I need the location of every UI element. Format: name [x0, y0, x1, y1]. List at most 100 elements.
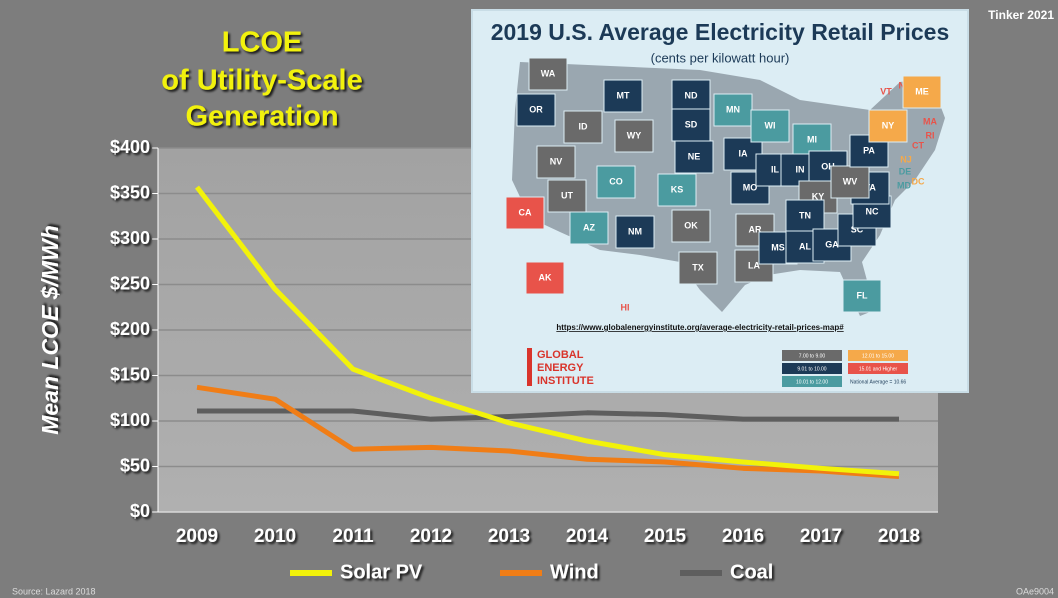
state-label: CA [519, 207, 532, 217]
y-tick-label: $400 [110, 137, 150, 157]
x-tick-label: 2009 [176, 526, 218, 547]
state-label: FL [857, 290, 868, 300]
logo-text: GLOBAL [537, 349, 584, 361]
state-label: AZ [583, 222, 595, 232]
legend-swatch [782, 376, 842, 387]
state-label: IL [771, 164, 780, 174]
legend-swatch [848, 363, 908, 374]
state-label: NC [866, 206, 879, 216]
state-label: DE [899, 166, 912, 176]
state-label: WI [765, 120, 776, 130]
state-label: TX [692, 262, 704, 272]
state-label: ND [685, 90, 698, 100]
state [750, 109, 790, 143]
legend-label: 15.01 and Higher [859, 366, 898, 372]
state-label: RI [926, 130, 935, 140]
state-label: LA [748, 260, 760, 270]
inset-url: https://www.globalenergyinstitute.org/av… [556, 323, 844, 332]
series-line [197, 408, 899, 422]
logo-text: ENERGY [537, 362, 584, 374]
state-label: WV [843, 176, 858, 186]
logo-text: INSTITUTE [537, 375, 594, 387]
state [657, 173, 697, 207]
y-tick-label: $300 [110, 228, 150, 248]
x-tick-label: 2018 [878, 526, 920, 547]
state-label: ID [579, 121, 589, 131]
legend-swatch [782, 363, 842, 374]
x-tick-label: 2014 [566, 526, 609, 547]
state-label: OK [684, 220, 698, 230]
code: OAe9004 [1016, 586, 1054, 596]
chart-title: of Utility-Scale [161, 65, 362, 97]
state-label: WA [541, 68, 556, 78]
x-tick-label: 2012 [410, 526, 452, 547]
state-label: NV [550, 156, 563, 166]
state [505, 196, 545, 230]
state-label: MT [617, 90, 630, 100]
state [671, 108, 711, 142]
y-tick-label: $250 [110, 273, 150, 293]
state-label: MI [807, 134, 817, 144]
logo-mark [527, 348, 532, 386]
state-label: HI [621, 302, 630, 312]
y-tick-label: $100 [110, 410, 150, 430]
x-tick-label: 2017 [800, 526, 842, 547]
y-tick-label: $350 [110, 182, 150, 202]
state-label: CT [912, 140, 924, 150]
state-label: UT [561, 190, 573, 200]
inset-title: 2019 U.S. Average Electricity Retail Pri… [491, 19, 950, 45]
state-label: NJ [900, 154, 912, 164]
state [528, 57, 568, 91]
legend-swatch [782, 350, 842, 361]
state [671, 79, 711, 113]
series-line [195, 185, 900, 477]
legend-label: 9.01 to 10.00 [797, 366, 826, 372]
state [842, 279, 882, 313]
state-label: TN [799, 210, 811, 220]
y-tick-label: $50 [120, 455, 150, 475]
state-label: WY [627, 130, 642, 140]
x-tick-label: 2013 [488, 526, 530, 547]
state [678, 251, 718, 285]
state-label: NE [688, 151, 701, 161]
state-label: PA [863, 145, 875, 155]
legend-label: 12.01 to 15.00 [862, 353, 894, 359]
state [536, 145, 576, 179]
state [569, 211, 609, 245]
inset-subtitle: (cents per kilowatt hour) [651, 50, 790, 65]
state [603, 79, 643, 113]
state-label: VA [864, 182, 876, 192]
state-label: OH [821, 161, 835, 171]
state [547, 179, 587, 213]
state-label: AR [749, 224, 762, 234]
y-tick-label: $200 [110, 319, 150, 339]
state-label: MD [897, 180, 911, 190]
legend-label: 7.00 to 9.00 [799, 353, 826, 359]
series-line [196, 384, 900, 480]
state [615, 215, 655, 249]
legend-swatch [848, 350, 908, 361]
x-tick-label: 2016 [722, 526, 764, 547]
legend-label: 10.01 to 12.00 [796, 379, 828, 385]
x-tick-label: 2010 [254, 526, 296, 547]
state [563, 110, 603, 144]
y-tick-label: $0 [130, 501, 150, 521]
state-label: KY [812, 191, 825, 201]
state [785, 199, 825, 233]
state [596, 165, 636, 199]
chart-title: Generation [185, 101, 338, 133]
state-label: SC [851, 224, 864, 234]
state-label: MN [726, 104, 740, 114]
state-label: AK [539, 272, 552, 282]
legend-label: Coal [730, 561, 773, 583]
state [713, 93, 753, 127]
state [525, 261, 565, 295]
state-label: ME [915, 86, 929, 96]
state-label: IA [739, 148, 749, 158]
state-label: CO [609, 176, 623, 186]
national-average: National Average = 10.66 [850, 379, 906, 385]
state [516, 93, 556, 127]
y-tick-label: $150 [110, 364, 150, 384]
credit: Tinker 2021 [988, 8, 1054, 22]
